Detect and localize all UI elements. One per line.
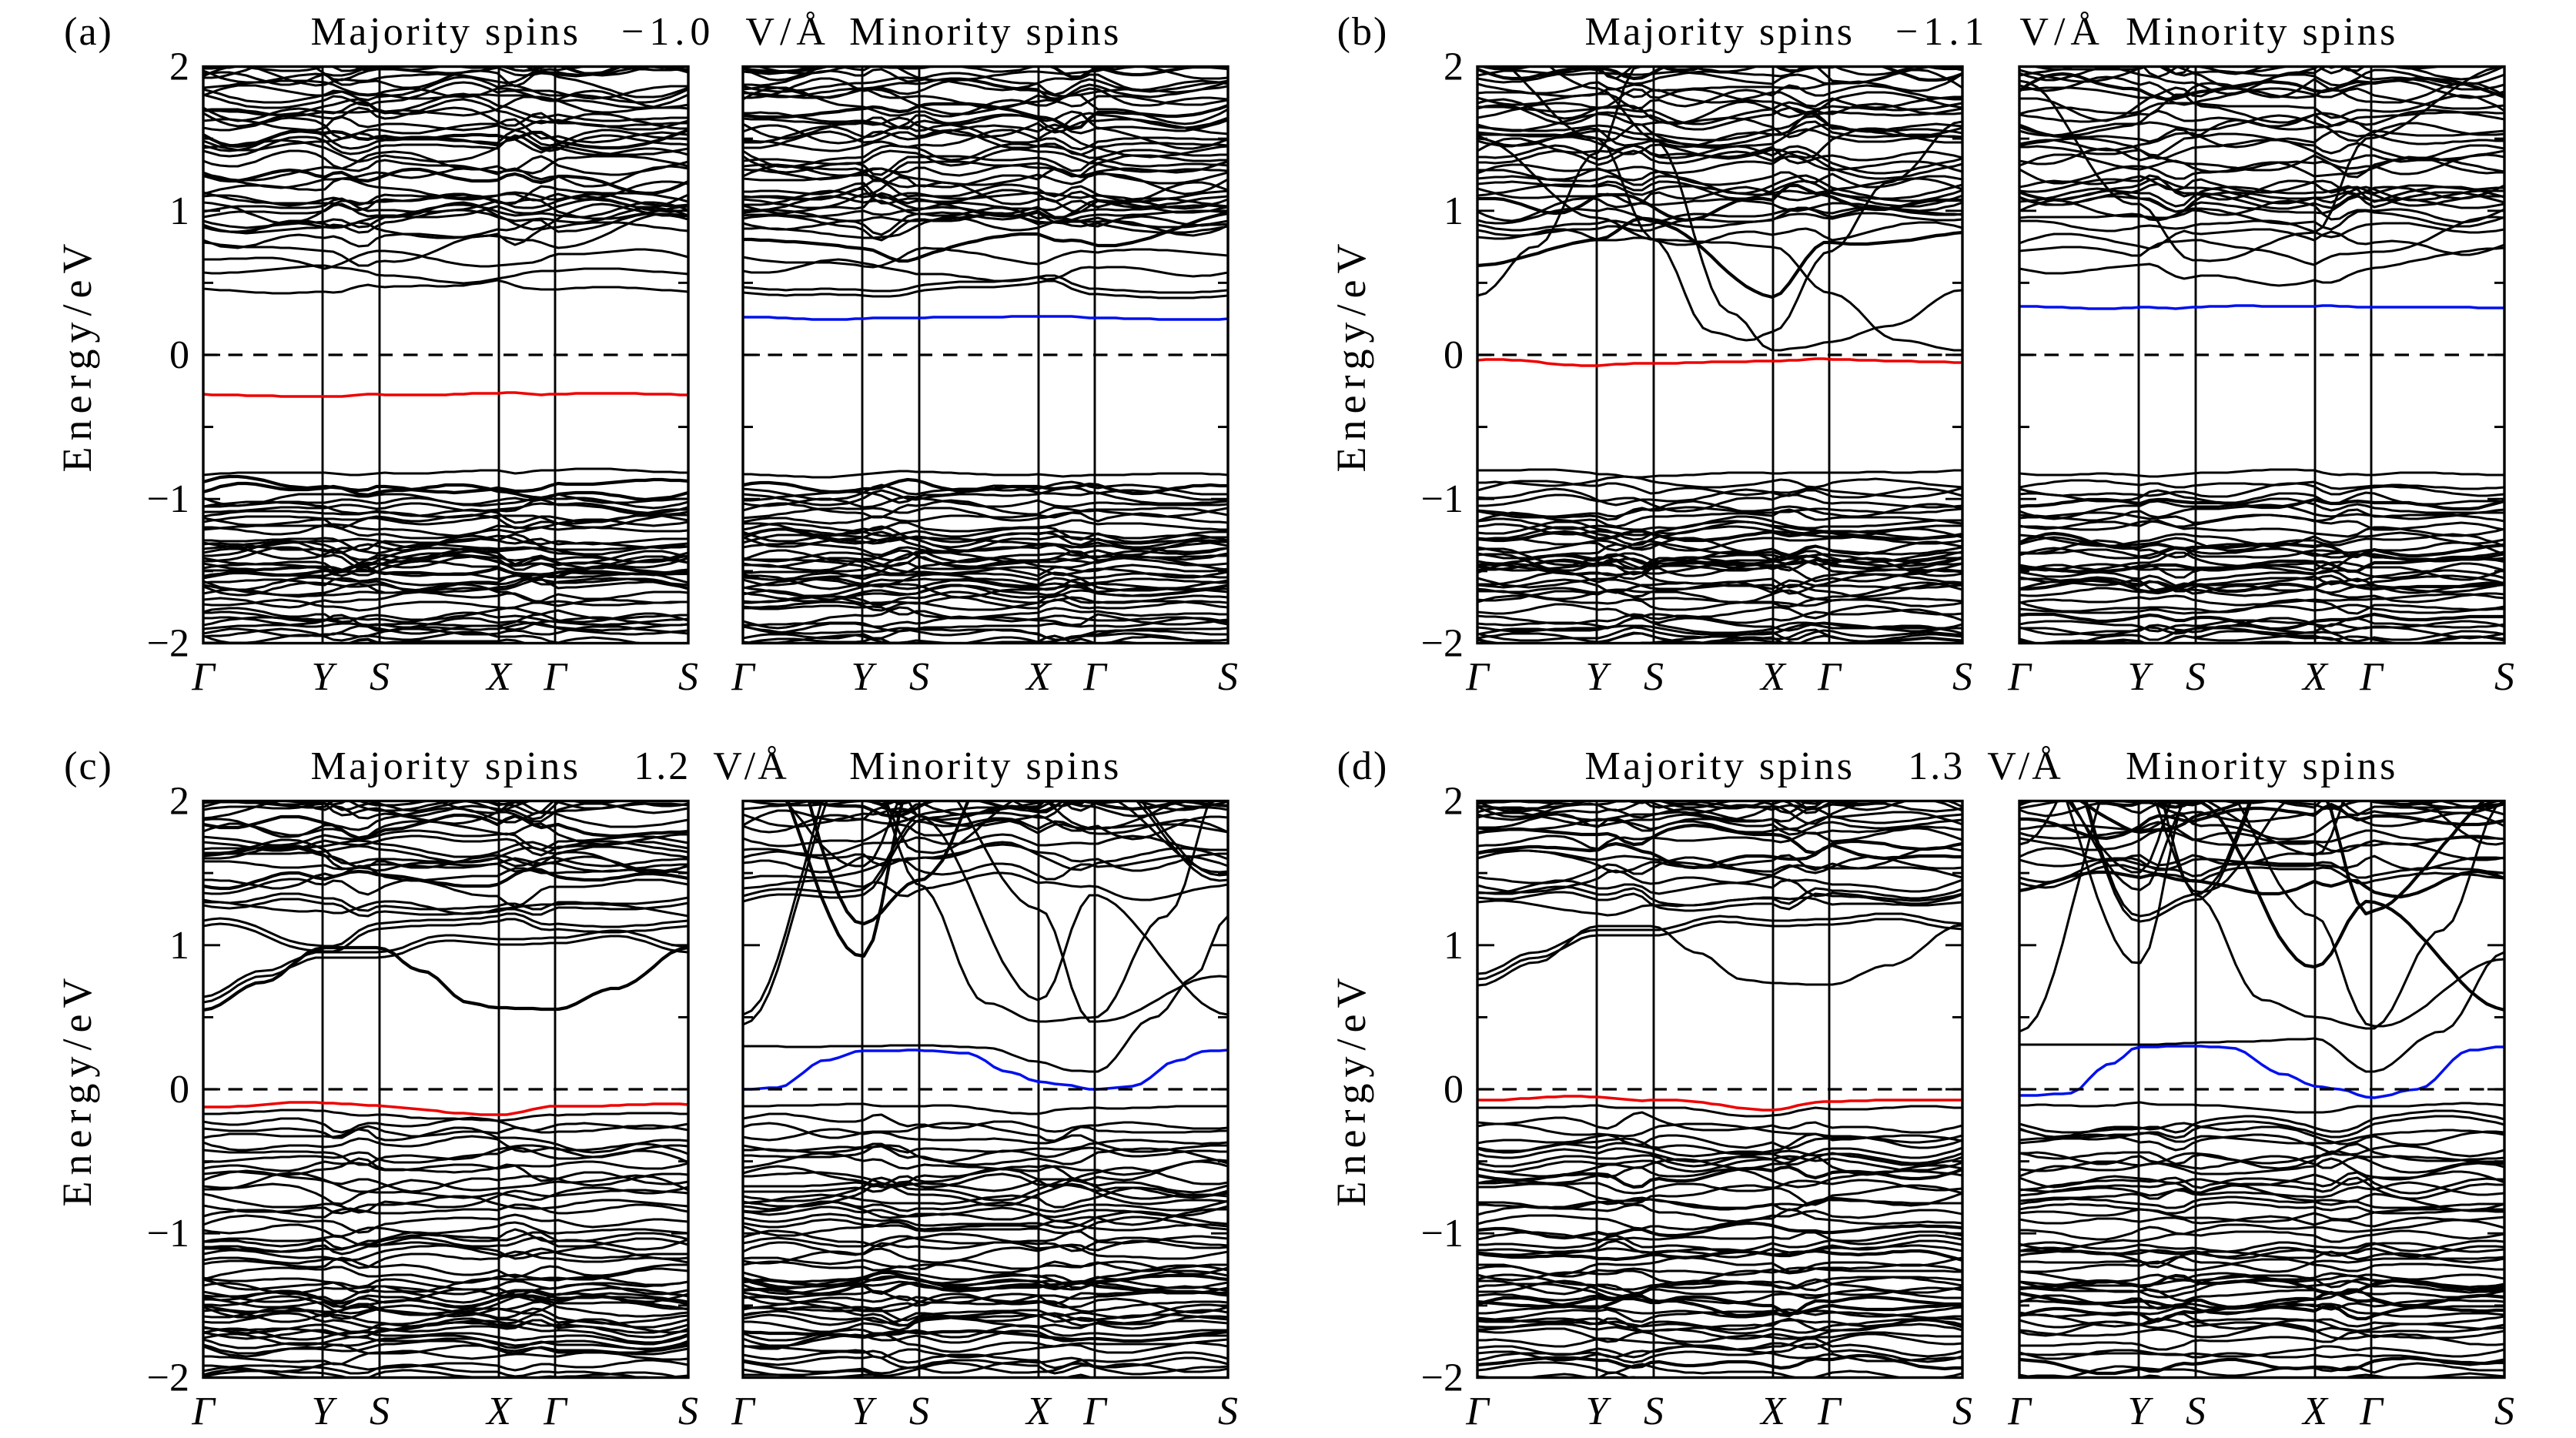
svg-text:Majority spins: Majority spins [1585, 10, 1855, 54]
svg-text:(c): (c) [64, 744, 113, 788]
svg-text:Majority spins: Majority spins [311, 10, 581, 54]
svg-text:Γ: Γ [731, 1390, 756, 1433]
svg-text:2: 2 [1444, 780, 1464, 824]
svg-text:1.3 V/Å: 1.3 V/Å [1908, 744, 2063, 788]
svg-text:Majority spins: Majority spins [1585, 744, 1855, 788]
svg-text:Γ: Γ [543, 655, 568, 699]
svg-text:Γ: Γ [731, 655, 756, 699]
svg-text:X: X [2301, 1390, 2329, 1433]
svg-text:0: 0 [169, 333, 189, 377]
svg-text:Γ: Γ [191, 1390, 216, 1433]
svg-text:Energy/eV: Energy/eV [54, 972, 100, 1207]
svg-text:Y: Y [1586, 1390, 1612, 1433]
svg-text:X: X [1759, 655, 1787, 699]
svg-text:Γ: Γ [1817, 1390, 1842, 1433]
svg-text:−1: −1 [1421, 477, 1464, 521]
svg-text:Y: Y [312, 655, 338, 699]
svg-text:Y: Y [312, 1390, 338, 1433]
svg-text:Γ: Γ [2007, 1390, 2032, 1433]
svg-text:S: S [1644, 655, 1664, 699]
svg-text:S: S [1952, 655, 1972, 699]
svg-text:0: 0 [1444, 333, 1464, 377]
svg-text:X: X [1025, 655, 1052, 699]
svg-text:S: S [2186, 655, 2206, 699]
svg-text:Majority spins: Majority spins [311, 744, 581, 788]
svg-text:Y: Y [2128, 1390, 2154, 1433]
svg-text:0: 0 [169, 1068, 189, 1112]
svg-text:Minority spins: Minority spins [849, 10, 1122, 54]
svg-text:S: S [909, 1390, 929, 1433]
svg-text:Γ: Γ [1465, 1390, 1490, 1433]
svg-text:S: S [1218, 1390, 1238, 1433]
svg-text:S: S [2494, 655, 2514, 699]
svg-text:Γ: Γ [543, 1390, 568, 1433]
svg-text:Γ: Γ [2359, 655, 2384, 699]
svg-text:Γ: Γ [1817, 655, 1842, 699]
svg-text:−2: −2 [1421, 1356, 1464, 1400]
svg-text:S: S [678, 655, 698, 699]
svg-text:Y: Y [2128, 655, 2154, 699]
svg-text:Γ: Γ [1082, 655, 1108, 699]
svg-text:S: S [370, 1390, 390, 1433]
svg-text:Γ: Γ [191, 655, 216, 699]
svg-text:−1.0 V/Å: −1.0 V/Å [621, 10, 831, 54]
svg-text:Energy/eV: Energy/eV [1328, 238, 1374, 473]
svg-text:S: S [909, 655, 929, 699]
svg-text:Y: Y [1586, 655, 1612, 699]
svg-text:−2: −2 [147, 622, 189, 666]
svg-text:2: 2 [1444, 45, 1464, 89]
svg-text:1: 1 [1444, 189, 1464, 233]
svg-text:S: S [2186, 1390, 2206, 1433]
svg-text:X: X [485, 655, 513, 699]
svg-text:X: X [1759, 1390, 1787, 1433]
svg-text:−1: −1 [1421, 1212, 1464, 1256]
svg-text:Energy/eV: Energy/eV [54, 238, 100, 473]
svg-text:Γ: Γ [2359, 1390, 2384, 1433]
svg-text:X: X [485, 1390, 513, 1433]
svg-text:S: S [1952, 1390, 1972, 1433]
svg-text:Minority spins: Minority spins [2126, 744, 2398, 788]
svg-text:S: S [678, 1390, 698, 1433]
svg-text:Minority spins: Minority spins [2126, 10, 2398, 54]
svg-text:1: 1 [169, 189, 189, 233]
svg-text:S: S [1644, 1390, 1664, 1433]
svg-text:S: S [370, 655, 390, 699]
svg-text:S: S [2494, 1390, 2514, 1433]
svg-text:(b): (b) [1337, 10, 1389, 54]
svg-text:−1: −1 [147, 1212, 189, 1256]
svg-text:1.2 V/Å: 1.2 V/Å [634, 744, 789, 788]
svg-text:Γ: Γ [1082, 1390, 1108, 1433]
svg-text:(d): (d) [1337, 744, 1389, 788]
svg-text:−2: −2 [147, 1356, 189, 1400]
svg-text:−1: −1 [147, 477, 189, 521]
svg-text:(a): (a) [64, 10, 113, 54]
svg-text:X: X [2301, 655, 2329, 699]
svg-text:2: 2 [169, 45, 189, 89]
svg-text:Minority spins: Minority spins [849, 744, 1122, 788]
svg-text:Energy/eV: Energy/eV [1328, 972, 1374, 1207]
svg-text:−2: −2 [1421, 622, 1464, 666]
svg-text:S: S [1218, 655, 1238, 699]
svg-text:−1.1 V/Å: −1.1 V/Å [1895, 10, 2105, 54]
svg-text:Γ: Γ [1465, 655, 1490, 699]
svg-text:X: X [1025, 1390, 1052, 1433]
svg-text:1: 1 [1444, 924, 1464, 968]
svg-text:Y: Y [851, 655, 878, 699]
svg-text:Y: Y [851, 1390, 878, 1433]
svg-text:1: 1 [169, 924, 189, 968]
svg-text:2: 2 [169, 780, 189, 824]
svg-text:Γ: Γ [2007, 655, 2032, 699]
svg-text:0: 0 [1444, 1068, 1464, 1112]
